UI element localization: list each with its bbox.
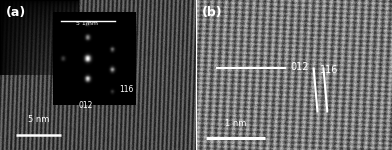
Text: 1 nm: 1 nm: [225, 118, 246, 127]
Text: 116: 116: [319, 64, 338, 75]
Text: 012: 012: [79, 101, 93, 110]
Text: 5 1/nm: 5 1/nm: [76, 20, 98, 25]
Text: 116: 116: [119, 85, 133, 94]
Text: (b): (b): [202, 6, 223, 19]
Text: 5 nm: 5 nm: [27, 116, 49, 124]
Text: 012: 012: [290, 63, 309, 72]
Text: (a): (a): [6, 6, 26, 19]
